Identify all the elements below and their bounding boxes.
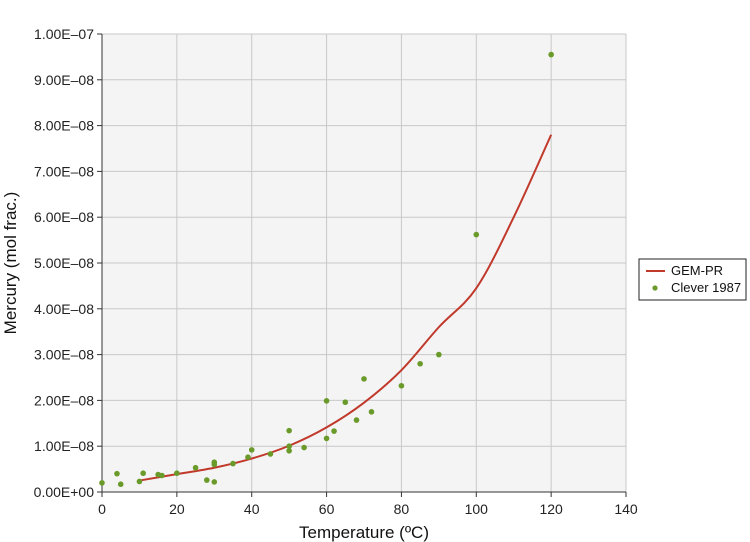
y-tick-label: 1.00E–07: [34, 26, 94, 42]
data-point-clever-1987: [286, 443, 292, 450]
y-tick-label: 5.00E–08: [34, 255, 94, 271]
x-tick-label: 20: [169, 501, 185, 517]
y-tick-label: 1.00E–08: [34, 438, 94, 454]
legend-label-gem-pr: GEM-PR: [671, 263, 723, 278]
y-tick-label: 8.00E–08: [34, 118, 94, 134]
x-tick-label: 40: [244, 501, 260, 517]
x-tick-label: 120: [539, 501, 563, 517]
y-tick-label: 9.00E–08: [34, 72, 94, 88]
data-point-clever-1987: [211, 461, 218, 468]
data-point-clever-1987: [417, 360, 423, 367]
series-layer: [99, 51, 554, 488]
data-point-clever-1987: [473, 231, 480, 238]
legend: GEM-PR Clever 1987: [638, 258, 747, 301]
data-point-clever-1987: [117, 481, 124, 488]
data-point-clever-1987: [159, 472, 165, 479]
data-point-clever-1987: [245, 454, 251, 460]
data-point-clever-1987: [286, 427, 292, 434]
data-point-clever-1987: [342, 399, 349, 406]
x-tick-label: 60: [319, 501, 335, 517]
data-point-clever-1987: [136, 478, 143, 485]
y-tick-label: 7.00E–08: [34, 163, 94, 179]
data-point-clever-1987: [248, 447, 255, 453]
data-point-clever-1987: [361, 376, 367, 382]
data-point-clever-1987: [301, 444, 307, 451]
y-tick-label: 4.00E–08: [34, 301, 94, 317]
x-axis-title: Temperature (ºC): [299, 523, 429, 542]
data-point-clever-1987: [368, 409, 375, 415]
data-point-clever-1987: [267, 451, 274, 457]
data-point-clever-1987: [114, 470, 120, 477]
legend-label-clever-1987: Clever 1987: [671, 280, 741, 295]
legend-box: [638, 258, 747, 301]
y-tick-label: 6.00E–08: [34, 209, 94, 225]
data-point-clever-1987: [174, 470, 180, 477]
y-tick-label: 2.00E–08: [34, 392, 94, 408]
x-axis-ticks: 0 20 40 60 80 100 120 140: [98, 491, 638, 517]
data-point-clever-1987: [548, 51, 554, 58]
x-tick-label: 140: [614, 501, 638, 517]
x-tick-label: 0: [98, 501, 106, 517]
data-point-clever-1987: [99, 480, 105, 486]
legend-swatch-clever-1987: [652, 285, 658, 291]
data-point-clever-1987: [323, 398, 330, 404]
data-point-clever-1987: [192, 464, 199, 471]
data-point-clever-1987: [140, 470, 146, 477]
data-point-clever-1987: [211, 479, 218, 485]
y-axis-title: Mercury (mol frac.): [1, 192, 20, 335]
x-tick-label: 80: [394, 501, 410, 517]
data-point-clever-1987: [204, 477, 210, 483]
data-point-clever-1987: [398, 382, 405, 389]
y-tick-label: 3.00E–08: [34, 347, 94, 363]
data-point-clever-1987: [286, 447, 292, 454]
y-tick-label: 0.00E+00: [34, 484, 95, 500]
series-line-gem-pr: [139, 134, 553, 482]
y-axis-ticks: 0.00E+00 1.00E–08 2.00E–08 3.00E–08 4.00E–08…: [34, 26, 103, 500]
data-point-clever-1987: [230, 460, 236, 467]
data-point-clever-1987: [323, 435, 330, 442]
data-point-clever-1987: [353, 417, 360, 423]
x-tick-label: 100: [465, 501, 489, 517]
data-point-clever-1987: [331, 428, 337, 434]
data-point-clever-1987: [436, 351, 442, 358]
